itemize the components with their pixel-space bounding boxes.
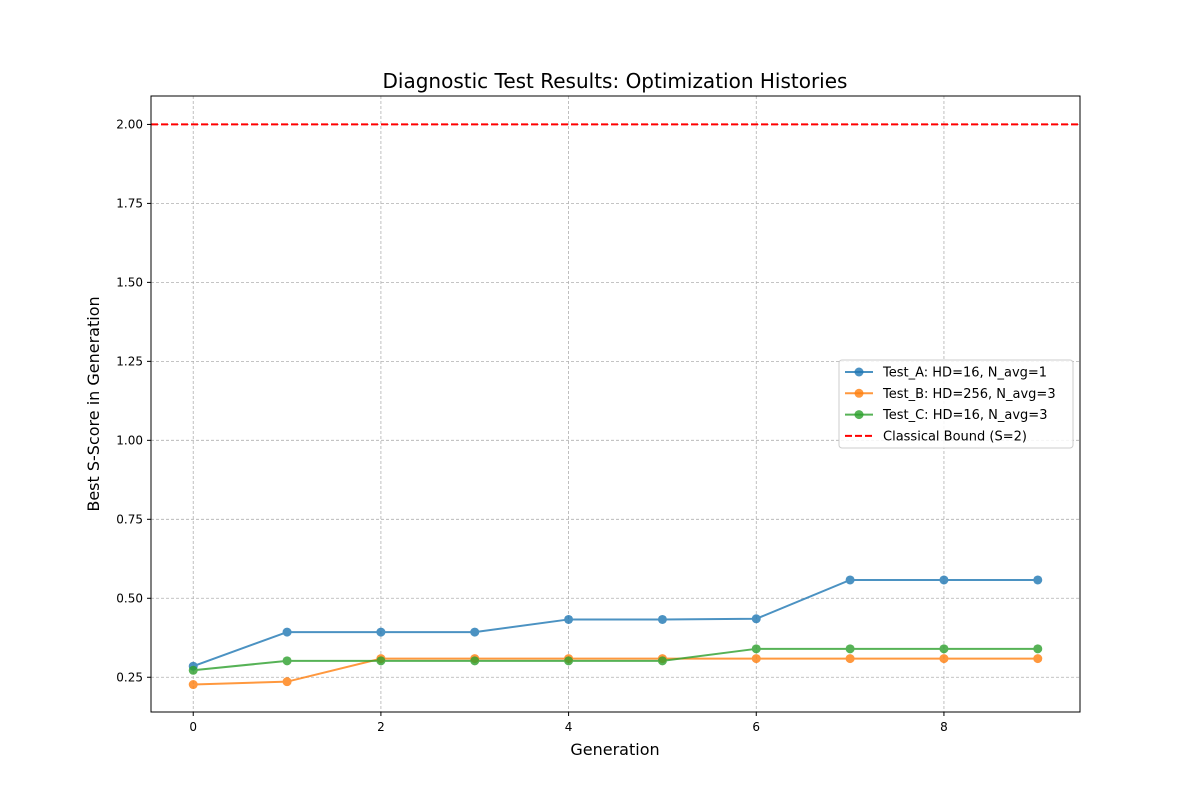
data-point <box>657 656 667 666</box>
data-point <box>376 627 386 637</box>
data-point <box>376 656 386 666</box>
series-lines <box>188 575 1043 690</box>
y-axis-label: Best S-Score in Generation <box>84 296 103 511</box>
legend-entry: Test_A: HD=16, N_avg=1 <box>845 366 1047 381</box>
series-3 <box>188 644 1043 675</box>
data-point <box>657 614 667 624</box>
data-point <box>282 677 292 687</box>
data-point <box>470 627 480 637</box>
x-tick-label: 8 <box>940 720 948 734</box>
data-point <box>939 575 949 585</box>
y-tick-label: 0.25 <box>116 670 143 684</box>
legend-entry: Classical Bound (S=2) <box>845 429 1027 444</box>
data-point <box>751 614 761 624</box>
data-point <box>282 627 292 637</box>
y-tick-label: 0.50 <box>116 591 143 605</box>
x-tick-label: 6 <box>752 720 760 734</box>
legend-swatch-marker <box>854 367 864 377</box>
legend-entry: Test_B: HD=256, N_avg=3 <box>845 387 1056 402</box>
data-point <box>845 654 855 664</box>
series-line <box>193 657 1038 686</box>
data-point <box>751 644 761 654</box>
legend: Test_A: HD=16, N_avg=1 Test_B: HD=256, N_… <box>838 359 1074 449</box>
y-tick-label: 1.75 <box>116 196 143 210</box>
x-tick-label: 4 <box>565 720 573 734</box>
data-point <box>188 665 198 675</box>
chart-title: Diagnostic Test Results: Optimization Hi… <box>383 69 848 93</box>
legend-label: Classical Bound (S=2) <box>883 429 1027 444</box>
series-line <box>192 578 1038 668</box>
legend-label: Test_B: HD=256, N_avg=3 <box>882 387 1056 402</box>
data-point <box>470 656 480 666</box>
plot-area-frame <box>150 95 1081 713</box>
x-tick-label: 2 <box>377 720 385 734</box>
data-point <box>564 614 574 624</box>
data-point <box>1033 644 1043 654</box>
axis-ticks: 0 2 4 6 8 0.25 0.50 0.75 1.00 1.25 1.50 1.75 2.00 <box>116 117 947 734</box>
data-point <box>564 656 574 666</box>
legend-label: Test_C: HD=16, N_avg=3 <box>882 408 1047 423</box>
data-point <box>1033 575 1043 585</box>
x-axis-label: Generation <box>570 740 659 759</box>
legend-label: Test_A: HD=16, N_avg=1 <box>882 366 1047 381</box>
y-tick-label: 1.25 <box>116 354 143 368</box>
data-point <box>939 644 949 654</box>
x-tick-label: 0 <box>189 720 197 734</box>
legend-box <box>838 359 1074 449</box>
data-point <box>188 680 198 690</box>
legend-swatch-marker <box>854 410 864 420</box>
data-point <box>845 644 855 654</box>
y-tick-label: 2.00 <box>116 117 143 131</box>
data-point <box>939 654 949 664</box>
legend-swatch-marker <box>854 388 864 398</box>
series-1 <box>188 575 1043 671</box>
y-tick-label: 0.75 <box>116 512 143 526</box>
legend-entry: Test_C: HD=16, N_avg=3 <box>845 408 1047 423</box>
data-point <box>845 575 855 585</box>
y-tick-label: 1.00 <box>116 433 143 447</box>
data-point <box>751 654 761 664</box>
series-line <box>193 647 1038 672</box>
data-point <box>282 656 292 666</box>
y-tick-label: 1.50 <box>116 275 143 289</box>
data-point <box>1033 654 1043 664</box>
